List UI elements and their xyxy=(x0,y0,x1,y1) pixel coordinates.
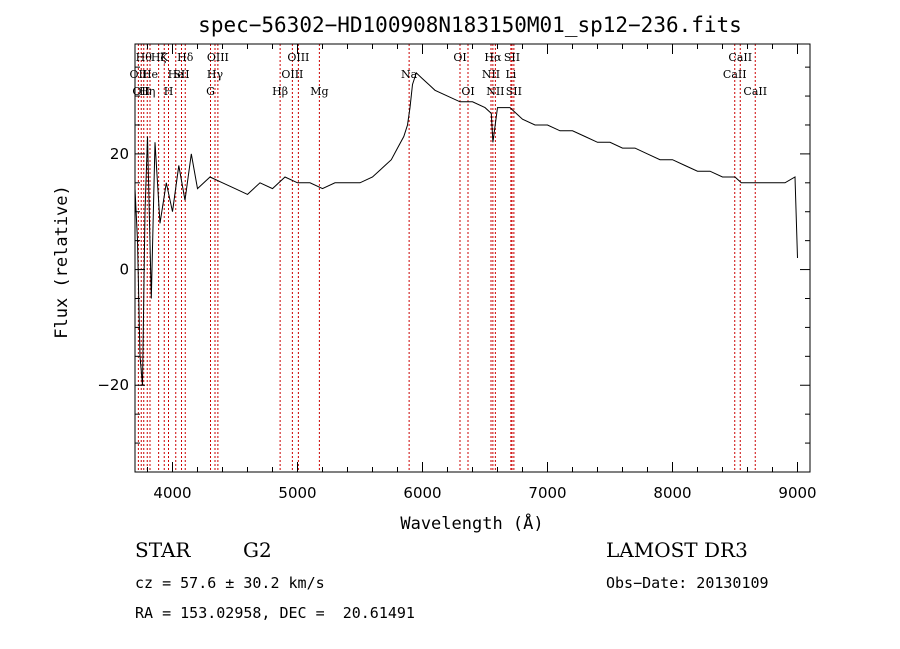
y-tick-label-0: 0 xyxy=(119,261,129,279)
line-label-20: OI xyxy=(461,85,474,98)
coordinates: RA = 153.02958, DEC = 20.61491 xyxy=(135,604,415,622)
y-tick-label-20: 20 xyxy=(110,145,129,163)
line-label-7: H xyxy=(164,85,174,98)
line-label-4: He xyxy=(142,68,158,81)
observation-date: Obs−Date: 20130109 xyxy=(606,574,769,592)
line-label-15: OIII xyxy=(281,68,303,81)
line-label-3: Hη xyxy=(139,85,155,98)
line-label-5: Hζ xyxy=(151,51,167,64)
line-label-0: OII xyxy=(130,68,148,81)
line-label-26: SII xyxy=(506,85,522,98)
x-tick-label-5000: 5000 xyxy=(278,484,316,502)
line-label-18: Na xyxy=(401,68,418,81)
line-label-27: CaII xyxy=(723,68,747,81)
line-label-8: He xyxy=(168,68,184,81)
line-label-16: OIII xyxy=(287,51,309,64)
line-label-22: Hα xyxy=(484,51,502,64)
chart-title: spec−56302−HD100908N183150M01_sp12−236.f… xyxy=(198,13,742,37)
line-label-1: OII xyxy=(132,85,150,98)
line-label-17: Mg xyxy=(310,85,328,98)
line-label-29: CaII xyxy=(743,85,767,98)
line-label-23: NII xyxy=(486,85,504,98)
x-tick-label-8000: 8000 xyxy=(653,484,691,502)
object-subclass: G2 xyxy=(243,538,272,562)
spectrum-line xyxy=(134,71,798,386)
line-label-11: G xyxy=(206,85,215,98)
x-axis-ticks: 4000 5000 6000 7000 8000 9000 xyxy=(147,44,817,502)
line-label-24: Li xyxy=(505,68,516,81)
y-tick-label--20: −20 xyxy=(97,376,129,394)
line-label-19: OI xyxy=(453,51,466,64)
x-tick-label-6000: 6000 xyxy=(403,484,441,502)
x-axis-label: Wavelength (Å) xyxy=(400,512,543,534)
line-label-12: Hγ xyxy=(207,68,224,81)
line-label-28: CaII xyxy=(728,51,752,64)
line-label-25: SII xyxy=(504,51,520,64)
survey-name: LAMOST DR3 xyxy=(606,538,748,562)
object-class: STAR xyxy=(135,538,191,562)
line-label-13: OIII xyxy=(207,51,229,64)
plot-frame xyxy=(134,43,811,473)
line-label-6: K xyxy=(160,51,169,64)
line-label-2: Hθ xyxy=(136,51,153,64)
x-tick-label-9000: 9000 xyxy=(778,484,816,502)
line-label-21: NII xyxy=(482,68,500,81)
x-tick-label-4000: 4000 xyxy=(153,484,191,502)
y-axis-ticks: −20 0 20 xyxy=(97,66,810,444)
spectral-line-markers xyxy=(137,44,756,472)
y-axis-label: Flux (relative) xyxy=(52,185,72,339)
line-label-14: Hβ xyxy=(272,85,288,98)
line-label-10: Hδ xyxy=(177,51,194,64)
x-tick-label-7000: 7000 xyxy=(528,484,566,502)
line-label-9: SII xyxy=(173,68,189,81)
redshift-velocity: cz = 57.6 ± 30.2 km/s xyxy=(135,574,325,592)
spectral-line-labels: OIIOIIHθHηHeHζKHHeSIIHδGHγOIIIHβOIIIOIII… xyxy=(130,51,768,98)
